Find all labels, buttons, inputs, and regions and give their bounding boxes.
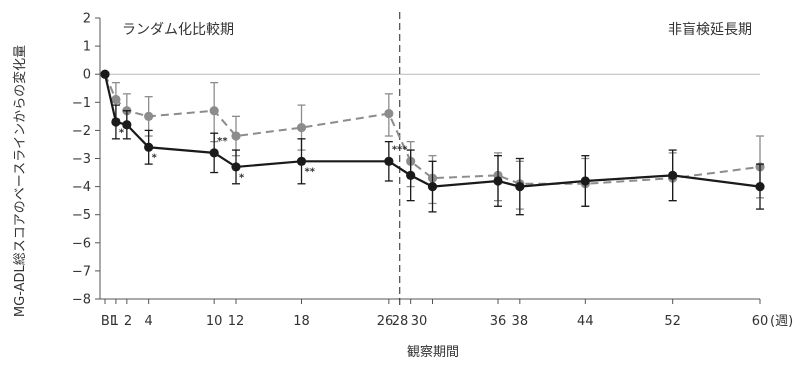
- y-tick-label: −2: [72, 124, 91, 139]
- y-tick-label: −4: [72, 180, 91, 195]
- significance-marker: **: [305, 167, 316, 178]
- data-point: [209, 148, 219, 158]
- data-point: [427, 182, 438, 192]
- y-ticks: 2 1 0 −1 −2 −3 −4 −5 −6 −7 −8: [72, 12, 100, 308]
- y-tick-label: 1: [83, 40, 91, 55]
- data-point: [144, 111, 154, 121]
- data-point: [122, 120, 132, 130]
- x-tick-label: 52: [664, 314, 681, 329]
- x-tick-label: 38: [512, 314, 529, 329]
- period-label-open-label: 非盲検延長期: [668, 21, 752, 38]
- x-tick-label: 44: [577, 314, 594, 329]
- period-label-randomized: ランダム化比較期: [122, 22, 234, 38]
- x-tick-label: 30: [411, 314, 428, 329]
- y-tick-label: 2: [83, 12, 91, 27]
- y-tick-label: −6: [72, 236, 91, 251]
- data-point: [406, 170, 416, 180]
- data-point: [111, 117, 121, 127]
- series-solid: [100, 69, 765, 216]
- x-tick-label: 28: [392, 314, 409, 329]
- x-tick-label: 1: [111, 314, 119, 329]
- y-tick-label: −7: [72, 264, 91, 279]
- axes-layer: [99, 12, 760, 307]
- data-point: [209, 106, 219, 116]
- x-axis-unit: (週): [770, 314, 793, 329]
- x-tick-label: 12: [228, 314, 245, 329]
- x-tick-label: 26: [377, 314, 394, 329]
- significance-layer: **********: [119, 127, 408, 183]
- x-tick-label: 36: [490, 314, 507, 329]
- data-point: [668, 170, 678, 180]
- data-point: [100, 69, 110, 79]
- series-layer: [100, 69, 765, 216]
- data-point: [580, 176, 590, 186]
- data-point: [493, 176, 503, 186]
- significance-marker: ***: [392, 144, 408, 155]
- x-tick-label: 4: [145, 314, 153, 329]
- data-point: [231, 131, 241, 141]
- significance-marker: *: [152, 153, 158, 164]
- data-point: [296, 122, 307, 133]
- x-axis-title: 観察期間: [407, 345, 459, 360]
- significance-marker: **: [217, 136, 228, 147]
- data-point: [144, 142, 154, 152]
- data-point: [755, 182, 765, 192]
- data-point: [296, 156, 307, 166]
- significance-marker: *: [239, 172, 245, 183]
- x-tick-label: 2: [124, 314, 132, 329]
- data-point: [384, 156, 394, 166]
- x-tick-label: 18: [293, 314, 310, 329]
- y-axis-title: MG-ADL総スコアのベースラインからの変化量: [12, 45, 28, 317]
- data-point: [231, 162, 241, 172]
- x-tick-label: BL: [101, 314, 118, 329]
- significance-marker: *: [119, 127, 125, 138]
- data-point: [384, 108, 394, 119]
- y-tick-label: −1: [72, 96, 91, 111]
- y-tick-label: −3: [72, 152, 91, 167]
- x-tick-label: 10: [206, 314, 223, 329]
- y-tick-label: 0: [83, 68, 91, 83]
- x-tick-label: 60: [752, 314, 769, 329]
- y-tick-label: −5: [72, 208, 91, 223]
- y-tick-label: −8: [72, 293, 91, 308]
- data-point: [515, 182, 525, 192]
- data-point: [111, 94, 121, 105]
